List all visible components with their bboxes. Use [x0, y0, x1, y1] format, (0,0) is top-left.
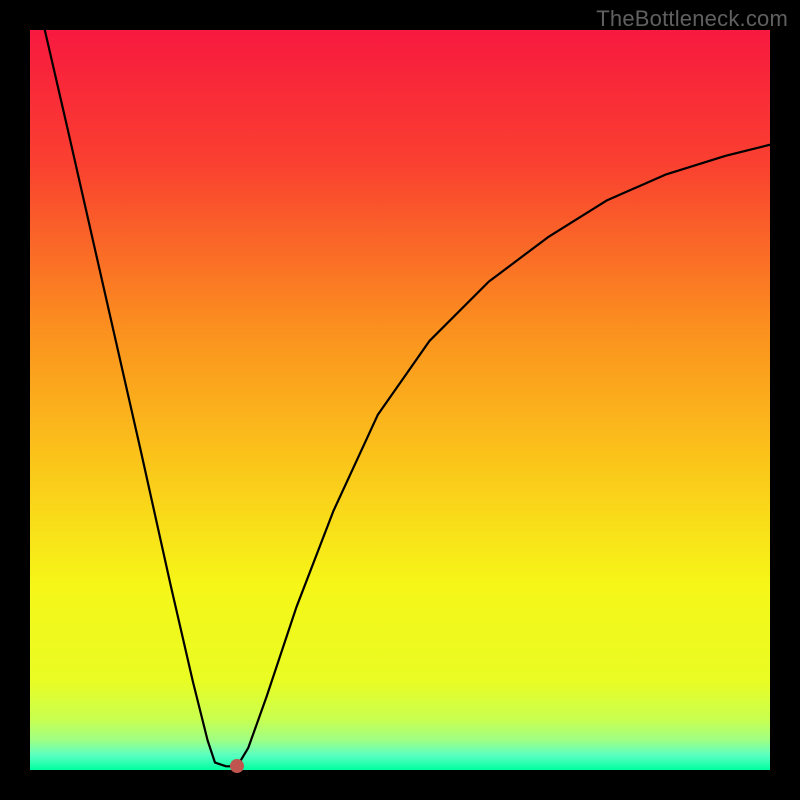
watermark-text: TheBottleneck.com — [596, 6, 788, 32]
gradient-background — [30, 30, 770, 770]
minimum-marker — [230, 759, 244, 773]
chart-svg — [30, 30, 770, 770]
plot-area — [30, 30, 770, 770]
figure-outer: TheBottleneck.com — [0, 0, 800, 800]
